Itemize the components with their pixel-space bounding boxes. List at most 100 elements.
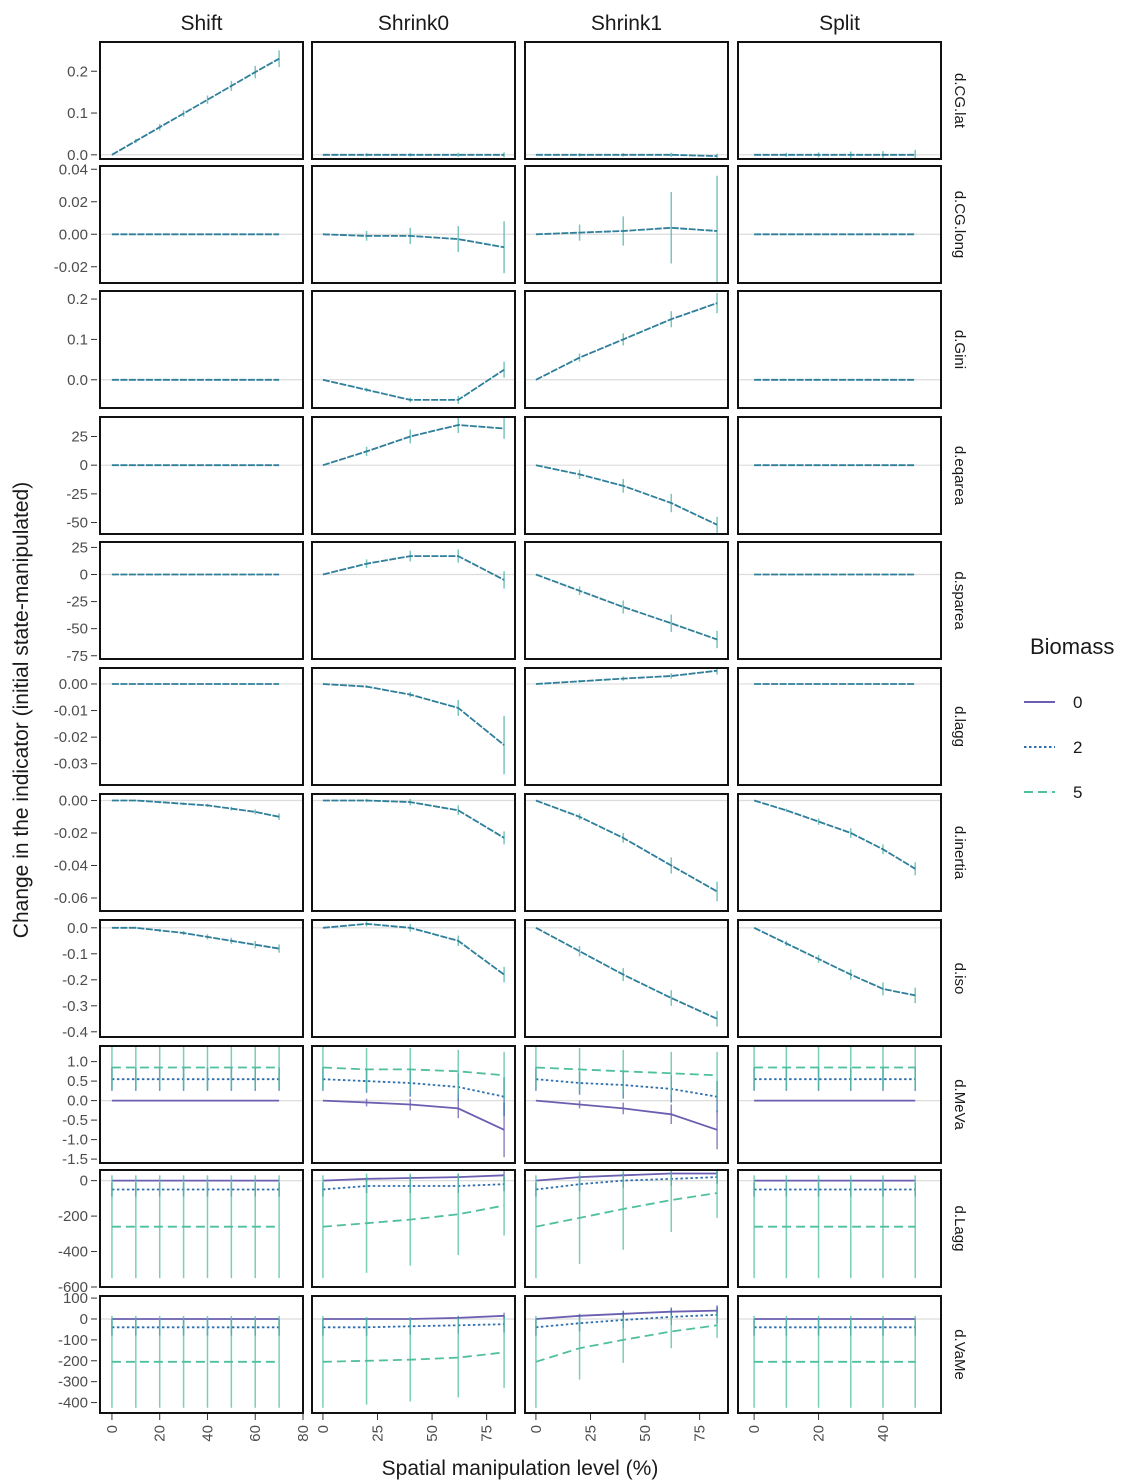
panel-background [312,42,515,159]
x-tick-label: 50 [424,1425,441,1442]
facet-panel [737,667,942,786]
facet-panel [524,1169,729,1288]
legend-label: 5 [1073,783,1082,802]
panel-background [525,668,728,785]
legend-title: Biomass [1030,634,1114,659]
facet-panel [311,290,516,409]
panel-background [312,166,515,283]
panels-layer: Shift Shrink0 Shrink1 Split 0.0 0.1 0.2 d.CG.la… [54,12,968,1442]
facet-panel [737,541,942,660]
panel-background [100,417,303,534]
panel-border [311,165,516,284]
series-line [535,302,718,381]
panel-border [311,667,516,786]
panel-border [737,416,942,535]
y-tick-label: -400 [58,1244,88,1261]
panel-background [312,794,515,911]
panel-border [99,1169,304,1288]
facet-panel [99,416,304,535]
y-tick-label: -200 [58,1353,88,1370]
series-line [322,555,505,581]
panel-border [524,165,729,284]
panel-background [738,42,941,159]
facet-panel [311,1169,516,1288]
panel-border [524,41,729,160]
panel-border [524,667,729,786]
panel-border [99,1295,304,1414]
y-tick-label: -400 [58,1395,88,1412]
panel-background [738,668,941,785]
y-tick-label: 100 [63,1290,88,1307]
panel-background [738,291,941,408]
y-tick-label: 0.2 [67,291,88,308]
facet-panel [311,1295,516,1414]
legend: Biomass 0 2 5 [1024,634,1114,802]
row-strip-label: d.CG.lat [951,73,968,129]
y-tick-label: 0.0 [67,147,88,164]
facet-panel [524,290,729,409]
y-tick-label: 0.1 [67,331,88,348]
y-tick-label: 0 [80,567,88,584]
panel-border [524,1295,729,1414]
row-strip-label: d.inertia [951,826,968,880]
panel-border [311,290,516,409]
row-strip-label: d.Lagg [951,1206,968,1252]
panel-border [99,667,304,786]
facet-panel [737,165,942,284]
series-line [322,1351,505,1363]
facet-panel [311,165,516,284]
panel-border [311,1169,516,1288]
series-line [535,1192,718,1228]
panel-border [99,165,304,284]
series-line [535,927,718,1020]
series-line [535,1099,718,1131]
panel-border [99,541,304,660]
facet-panel [524,667,729,786]
panel-background [738,417,941,534]
y-tick-label: -200 [58,1208,88,1225]
series-line [111,799,280,818]
column-strip-label: Shrink1 [591,12,662,35]
y-tick-label: -100 [58,1332,88,1349]
y-tick-label: 0.0 [67,1093,88,1110]
facet-panel [524,541,729,660]
facet-panel [737,793,942,912]
row-strip-label: d.sparea [951,571,968,630]
panel-background [525,542,728,659]
panel-border [524,290,729,409]
panel-background [525,1170,728,1287]
y-tick-label: 0.04 [59,161,88,178]
y-tick-label: -0.2 [62,972,88,989]
y-tick-label: -0.02 [54,259,88,276]
y-tick-label: 0.0 [67,372,88,389]
panel-border [737,919,942,1038]
facet-panel [311,793,516,912]
y-tick-label: -0.4 [62,1024,88,1041]
series-line [535,1176,718,1191]
panel-background [100,42,303,159]
row-strip-label: d.iso [951,963,968,995]
facet-panel [524,1045,729,1164]
series-line [322,1099,505,1131]
y-tick-label: -0.06 [54,890,88,907]
panel-background [525,166,728,283]
y-tick-label: 0 [80,1173,88,1190]
y-tick-label: -1.5 [62,1151,88,1168]
panel-border [99,41,304,160]
series-line [535,464,718,526]
facet-panel [99,541,304,660]
panel-background [738,794,941,911]
y-tick-label: 25 [71,539,88,556]
panel-background [525,291,728,408]
panel-border [737,290,942,409]
panel-background [100,166,303,283]
panel-background [312,542,515,659]
panel-background [312,920,515,1037]
y-tick-label: -0.03 [54,756,88,773]
panel-background [100,542,303,659]
x-tick-label: 0 [104,1425,121,1433]
panel-background [100,920,303,1037]
panel-border [311,41,516,160]
facet-panel [99,1295,304,1414]
series-line [322,683,505,746]
